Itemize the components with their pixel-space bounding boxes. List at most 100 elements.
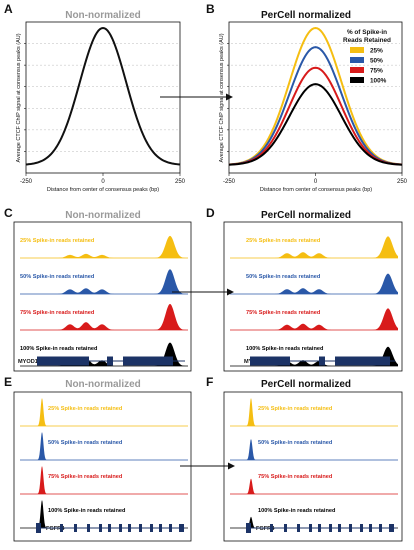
panel-f-gene-exon xyxy=(349,524,352,532)
panel-c-track-signal xyxy=(20,235,188,258)
panel-e-gene-exon xyxy=(99,524,102,532)
panel-d-track-signal xyxy=(230,308,398,330)
legend-label: 75% xyxy=(370,68,383,75)
panel-b-ylabel: Average CTCF ChIP signal at consensus pe… xyxy=(219,33,225,162)
panel-a-curves xyxy=(25,26,181,166)
panel-d-track-label: 50% Spike-in reads retained xyxy=(246,274,321,280)
panel-f-track-signal xyxy=(230,398,398,426)
panel-f-track-signal xyxy=(230,478,398,494)
panel-d-track-label: 75% Spike-in reads retained xyxy=(246,310,321,316)
panel-e-track-label: 100% Spike-in reads retained xyxy=(48,508,126,514)
panel-label-b: B xyxy=(206,2,215,16)
panel-e-track-signal xyxy=(20,500,188,528)
legend-swatch xyxy=(350,77,364,83)
panel-f-track-label: 50% Spike-in reads retained xyxy=(258,440,333,446)
panel-d-track-signal xyxy=(230,273,398,294)
panel-b-legend: 25% 50% 75% 100% xyxy=(350,47,387,85)
panel-e-track-signal xyxy=(20,432,188,460)
panel-a-xtick-label: 0 xyxy=(101,179,105,185)
panel-f-gene-exon xyxy=(318,524,321,532)
panel-e-track-signal xyxy=(20,466,188,494)
panel-d-tracks: 25% Spike-in reads retained 50% Spike-in … xyxy=(230,236,398,367)
legend-swatch xyxy=(350,57,364,63)
panel-d-track-label: 100% Spike-in reads retained xyxy=(246,346,324,352)
panel-c-gene-exon xyxy=(37,356,89,366)
panel-e-tracks: 25% Spike-in reads retained 50% Spike-in … xyxy=(20,398,188,533)
panel-e-gene-exon xyxy=(74,524,77,532)
panel-f-gene-exon xyxy=(338,524,341,532)
panel-b-xtick-label: -250 xyxy=(223,179,236,185)
panel-f-gene-exon xyxy=(246,523,251,533)
panel-e-gene-exon xyxy=(108,524,111,532)
panel-c-frame xyxy=(13,221,192,372)
panel-c-track-signal xyxy=(20,269,188,294)
panel-c-track-signal xyxy=(20,304,188,330)
panel-d-track-signal xyxy=(230,236,398,258)
panel-label-a: A xyxy=(4,2,13,16)
panel-c-gene-exon xyxy=(107,356,113,366)
panel-label-c: C xyxy=(4,206,13,220)
panel-b-profile-curve xyxy=(228,83,403,166)
panel-f-track-label: 100% Spike-in reads retained xyxy=(258,508,336,514)
panel-f-gene-exon xyxy=(360,524,363,532)
panel-e-gene-exon xyxy=(159,524,162,532)
panel-b-ticks: -250 0 250 xyxy=(223,43,408,185)
panel-e-gene-exon xyxy=(150,524,153,532)
panel-c-gene-exon xyxy=(123,356,173,366)
panel-a-title: Non-normalized xyxy=(65,10,141,21)
legend-label: 50% xyxy=(370,58,383,65)
panel-e-track-signal xyxy=(20,398,188,426)
panel-label-e: E xyxy=(4,375,12,389)
panel-f-gene-exon xyxy=(297,524,300,532)
panel-label-d: D xyxy=(206,206,215,220)
panel-e-gene-exon xyxy=(87,524,90,532)
panel-e-track-label: 25% Spike-in reads retained xyxy=(48,406,123,412)
panel-c-track-label: 100% Spike-in reads retained xyxy=(20,346,98,352)
panel-b-xtick-label: 0 xyxy=(314,179,318,185)
panel-c-track-label: 75% Spike-in reads retained xyxy=(20,310,95,316)
panel-b-legend-title-1: % of Spike-in xyxy=(347,29,387,36)
panel-e-gene-exon xyxy=(139,524,142,532)
panel-b-profile-curve xyxy=(228,46,403,166)
panel-a-ylabel: Average CTCF ChIP signal at consensus pe… xyxy=(16,33,22,162)
panel-c-title: Non-normalized xyxy=(65,210,141,221)
panel-d-frame xyxy=(223,221,403,372)
panel-f-gene-exon xyxy=(309,524,312,532)
legend-swatch xyxy=(350,47,364,53)
panel-d-title: PerCell normalized xyxy=(261,210,351,221)
panel-b-curves xyxy=(228,26,403,166)
panel-b-legend-title-2: Reads Retained xyxy=(343,37,391,44)
legend-label: 25% xyxy=(370,48,383,55)
panel-a-ticks: -250 0 250 xyxy=(20,43,186,185)
panel-c-track-label: 50% Spike-in reads retained xyxy=(20,274,95,280)
panel-d-track-label: 25% Spike-in reads retained xyxy=(246,238,321,244)
panel-f-gene-exon xyxy=(329,524,332,532)
panel-d-gene-exon xyxy=(335,356,390,366)
panel-e-gene-exon xyxy=(119,524,122,532)
panel-a-profile-curve xyxy=(25,26,181,166)
panel-e-gene-label: FGFR4 xyxy=(46,526,65,532)
panel-a-xtick-label: 250 xyxy=(175,179,186,185)
panel-f-gene-exon xyxy=(389,524,394,532)
panel-c-track-label: 25% Spike-in reads retained xyxy=(20,238,95,244)
panel-f-track-label: 25% Spike-in reads retained xyxy=(258,406,333,412)
panel-e-gene-exon xyxy=(169,524,172,532)
legend-label: 100% xyxy=(370,78,387,85)
panel-e-title: Non-normalized xyxy=(65,379,141,390)
panel-e-gene-exon xyxy=(128,524,131,532)
panel-a-xlabel: Distance from center of consensus peaks … xyxy=(47,187,159,193)
panel-e-track-label: 50% Spike-in reads retained xyxy=(48,440,123,446)
panel-b-xlabel: Distance from center of consensus peaks … xyxy=(260,187,372,193)
panel-e-gene-exon xyxy=(36,523,41,533)
panel-a-xtick-label: -250 xyxy=(20,179,33,185)
panel-f-gene-exon xyxy=(270,524,273,532)
panel-d-gene-exon xyxy=(319,356,325,366)
panel-f-gene-exon xyxy=(369,524,372,532)
panel-f-tracks: 25% Spike-in reads retained 50% Spike-in … xyxy=(230,398,398,533)
panel-d-gene-exon xyxy=(250,356,290,366)
panel-e-track-label: 75% Spike-in reads retained xyxy=(48,474,123,480)
panel-f-gene-label: FGFR4 xyxy=(256,526,275,532)
panel-b-profile-curve xyxy=(228,66,403,166)
panel-b-frame xyxy=(228,21,403,174)
panel-f-gene-exon xyxy=(284,524,287,532)
